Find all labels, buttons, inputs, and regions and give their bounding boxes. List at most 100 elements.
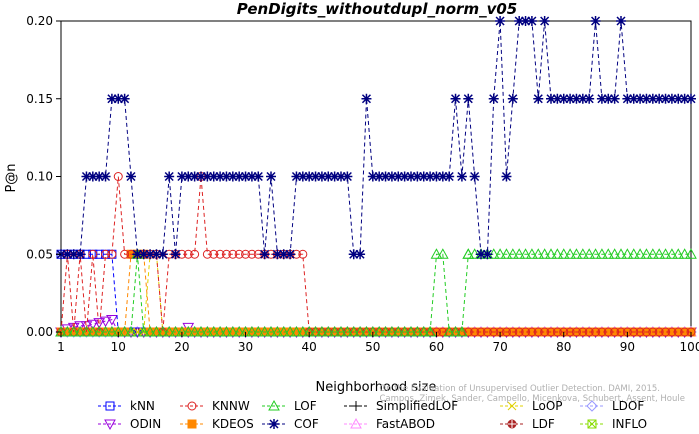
data-point-lof [653, 248, 666, 259]
data-point-cof [145, 249, 156, 260]
data-point-knnw [546, 327, 556, 337]
data-point-lof [182, 325, 195, 337]
x-tick-label: 20 [174, 340, 189, 354]
legend-label: LDOF [612, 399, 644, 413]
legend-marker [268, 399, 280, 411]
data-point-odin [74, 321, 86, 332]
data-point-cof [164, 171, 175, 182]
data-point-lof [61, 325, 74, 337]
data-point-cof [202, 171, 213, 182]
data-point-knnw [514, 327, 524, 337]
data-point-knnw [597, 327, 607, 337]
data-point-lof [551, 248, 564, 259]
legend-marker [586, 400, 598, 412]
data-point-lof [86, 325, 99, 337]
data-point-knnw [680, 327, 690, 337]
data-point-lof [570, 248, 583, 259]
series-cof [56, 16, 696, 260]
data-point-lof [666, 248, 678, 259]
data-point-cof [208, 171, 219, 182]
data-point-knnw [527, 327, 537, 337]
legend-marker [351, 401, 361, 411]
data-point-lof [500, 248, 513, 259]
data-point-lof [405, 325, 417, 337]
x-tick-label: 60 [429, 340, 444, 354]
legend-marker [104, 419, 116, 431]
x-tick-label: 30 [238, 340, 253, 354]
data-point-lof [328, 325, 341, 337]
data-point-cof [514, 16, 525, 26]
y-tick-label: 0.05 [26, 247, 53, 261]
data-point-lof [646, 248, 659, 259]
data-point-odin [106, 315, 118, 326]
legend-item-loop: LoOP [500, 399, 563, 413]
data-point-lof [233, 325, 246, 337]
data-point-lof [354, 325, 366, 337]
data-point-knnw [540, 327, 550, 337]
data-point-knnw [215, 249, 225, 259]
data-point-lof [322, 325, 335, 337]
data-point-cof [425, 171, 436, 182]
data-point-cof [170, 249, 181, 260]
series-layer [55, 16, 697, 339]
data-point-cof [616, 16, 626, 26]
data-point-cof [297, 171, 308, 182]
data-point-knnw [101, 249, 111, 259]
data-point-lof [494, 248, 506, 259]
data-point-lof [373, 325, 386, 337]
legend-item-odin: ODIN [98, 417, 161, 431]
data-point-lof [277, 325, 290, 337]
data-point-cof [355, 249, 366, 260]
data-point-lof [214, 325, 226, 337]
data-point-cof [476, 249, 486, 260]
data-point-lof [169, 325, 182, 337]
y-tick-label: 0.15 [26, 92, 53, 106]
data-point-lof [621, 248, 634, 259]
data-point-lof [538, 248, 551, 259]
data-point-cof [654, 93, 665, 104]
data-point-cof [68, 249, 79, 260]
y-tick-label: 0.00 [26, 325, 53, 339]
data-point-lof [347, 325, 360, 337]
data-point-cof [501, 171, 512, 182]
data-point-knn [94, 249, 104, 259]
data-point-lof [201, 325, 214, 337]
data-point-lof [430, 248, 443, 259]
data-point-knnw [120, 249, 130, 259]
data-point-lof [456, 325, 468, 337]
data-point-lof [195, 325, 207, 337]
x-tick-label: 80 [556, 340, 571, 354]
data-point-lof [557, 248, 570, 259]
y-tick-label: 0.20 [26, 14, 53, 28]
data-point-cof [431, 171, 442, 182]
legend-item-kdeos: KDEOS [180, 417, 254, 431]
data-point-cof [507, 93, 518, 104]
data-point-lof [284, 325, 296, 337]
data-point-lof [137, 325, 150, 337]
data-point-knnw [673, 327, 683, 337]
data-point-cof [189, 171, 200, 182]
data-point-cof [234, 171, 245, 182]
x-tick-label: 10 [111, 340, 126, 354]
legend-item-inflo: INFLO [580, 417, 647, 431]
data-point-cof [323, 171, 334, 182]
data-point-knnw [183, 249, 193, 259]
data-point-cof [437, 171, 448, 182]
data-point-cof [533, 93, 544, 104]
data-point-cof [132, 249, 143, 260]
chart-title: PenDigits_withoutdupl_norm_v05 [237, 0, 517, 18]
axes-layer: 1 10 20 30 40 50 60 70 80 90 100 0.00 0.05 0.10 0.15 0.… [26, 14, 699, 354]
data-point-lof [296, 325, 309, 337]
data-point-knnw [629, 327, 639, 337]
data-point-lof [207, 325, 220, 337]
y-axis-label: P@n [4, 163, 19, 192]
data-point-cof [253, 171, 264, 182]
data-point-knnw [641, 327, 651, 337]
data-point-knnw [202, 249, 212, 259]
data-point-cof [386, 171, 397, 182]
legend-label: FastABOD [376, 417, 435, 431]
data-point-cof [361, 93, 372, 104]
legend-item-simplifiedlof: SimplifiedLOF [344, 399, 458, 413]
data-point-cof [679, 93, 690, 104]
data-point-knnw [501, 327, 511, 337]
